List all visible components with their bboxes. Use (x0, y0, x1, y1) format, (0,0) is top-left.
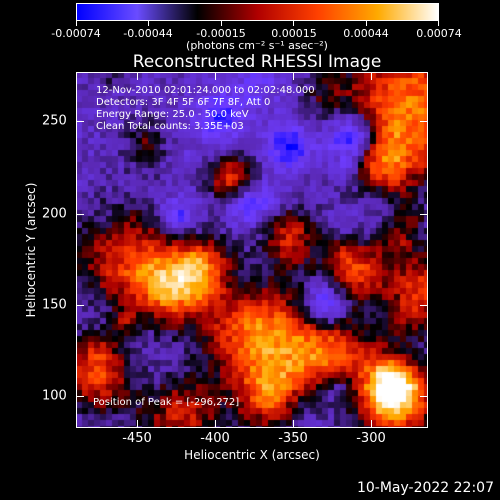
y-axis-label: Heliocentric Y (arcsec) (24, 182, 38, 318)
colorbar-tick-mark (438, 21, 439, 26)
colorbar-tick-label: -0.00044 (123, 27, 173, 40)
y-tick-mark (76, 396, 84, 397)
plot-title: Reconstructed RHESSI Image (132, 52, 382, 72)
colorbar-tick-mark (365, 21, 367, 26)
y-tick-mark (76, 305, 84, 306)
y-tick-label: 200 (42, 206, 67, 222)
x-axis-label: Heliocentric X (arcsec) (184, 448, 320, 462)
colorbar-tick-label: -0.00015 (196, 27, 246, 40)
date-stamp: 10-May-2022 22:07 (356, 480, 494, 496)
rhessi-image-panel (76, 72, 428, 428)
x-tick-mark (371, 72, 372, 80)
info-total-counts: Clean Total counts: 3.35E+03 (96, 121, 244, 132)
y-tick-mark (420, 214, 428, 215)
x-tick-label: -450 (122, 431, 152, 446)
x-tick-mark (293, 420, 294, 428)
x-tick-mark (215, 72, 216, 80)
y-tick-mark (76, 214, 84, 215)
colorbar-tick-mark (220, 21, 222, 26)
y-tick-mark (420, 121, 428, 122)
y-tick-mark (76, 121, 84, 122)
y-tick-mark (420, 396, 428, 397)
colorbar-tick-mark (76, 21, 77, 26)
y-tick-label: 100 (42, 388, 67, 404)
peak-position: Position of Peak = [-296,272] (93, 397, 240, 408)
y-tick-label: 150 (42, 297, 67, 313)
y-tick-label: 250 (42, 113, 67, 129)
x-tick-label: -350 (278, 431, 308, 446)
colorbar-tick-label: 0.00044 (343, 27, 389, 40)
x-tick-label: -400 (200, 431, 230, 446)
y-tick-mark (420, 305, 428, 306)
colorbar-tick-label: 0.00074 (416, 27, 462, 40)
colorbar-unit: (photons cm⁻² s⁻¹ asec⁻²) (186, 39, 328, 52)
x-tick-mark (137, 72, 138, 80)
colorbar-tick-label: 0.00015 (271, 27, 317, 40)
colorbar-tick-mark (293, 21, 295, 26)
x-tick-label: -300 (356, 431, 386, 446)
info-energy-range: Energy Range: 25.0 - 50.0 keV (96, 109, 249, 120)
colorbar-ticks (76, 21, 439, 27)
colorbar-tick-label: -0.00074 (51, 27, 101, 40)
x-tick-mark (293, 72, 294, 80)
x-tick-mark (371, 420, 372, 428)
info-detectors: Detectors: 3F 4F 5F 6F 7F 8F, Att 0 (96, 97, 271, 108)
x-tick-mark (137, 420, 138, 428)
colorbar (76, 3, 439, 21)
rhessi-image (76, 72, 428, 428)
colorbar-tick-mark (148, 21, 150, 26)
info-time-range: 12-Nov-2010 02:01:24.000 to 02:02:48.000 (96, 85, 315, 96)
x-tick-mark (215, 420, 216, 428)
